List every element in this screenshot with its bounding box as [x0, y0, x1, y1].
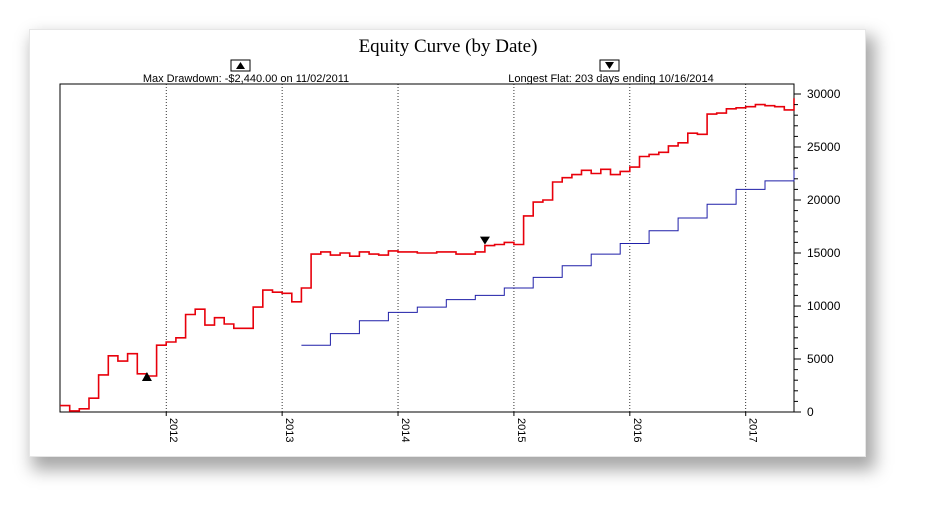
y-tick-label: 25000: [807, 140, 841, 154]
chart-title: Equity Curve (by Date): [359, 36, 538, 57]
max-drawdown-label: Max Drawdown: -$2,440.00 on 11/02/2011: [143, 73, 349, 85]
marker-layer: [141, 236, 490, 381]
y-tick-label: 0: [807, 405, 814, 419]
x-tick-label: 2017: [747, 418, 759, 442]
x-tick-label: 2014: [399, 418, 411, 442]
grid-lines: [165, 84, 747, 412]
x-tick-label: 2013: [283, 418, 295, 442]
y-tick-label: 20000: [807, 193, 841, 207]
drawdown-marker-icon: [141, 371, 152, 381]
equity-line: [60, 98, 795, 412]
chart-card: Equity Curve (by Date) Max Drawdown: -$2…: [30, 30, 865, 456]
equity-curve-chart: Equity Curve (by Date) Max Drawdown: -$2…: [59, 36, 841, 442]
y-tick-label: 5000: [807, 352, 834, 366]
plot-area: [59, 83, 795, 413]
secondary-equity-line: [301, 170, 795, 346]
x-tick-label: 2016: [631, 418, 643, 442]
y-axis: 0 5000 10000 15000 20000 25000 30000: [794, 87, 841, 419]
x-tick-label: 2012: [167, 418, 179, 442]
up-triangle-icon: [236, 62, 245, 69]
down-triangle-icon: [605, 62, 614, 69]
x-axis: 2012 2013 2014 2015 2016 2017: [165, 412, 759, 442]
longest-flat-label: Longest Flat: 203 days ending 10/16/2014: [508, 73, 714, 85]
y-tick-label: 10000: [807, 299, 841, 313]
x-tick-label: 2015: [515, 418, 527, 442]
y-tick-label: 30000: [807, 87, 841, 101]
y-tick-label: 15000: [807, 246, 841, 260]
series-layer: [60, 98, 795, 412]
longest-flat-marker-button[interactable]: [599, 59, 620, 72]
max-drawdown-marker-button[interactable]: [230, 59, 251, 72]
flat-period-marker-icon: [479, 236, 490, 245]
